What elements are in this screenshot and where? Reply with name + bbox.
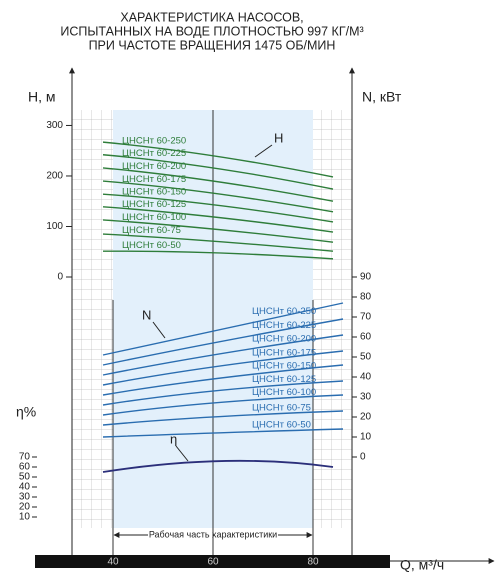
q-axis-bar bbox=[35, 555, 390, 568]
h-curve bbox=[102, 206, 334, 233]
n-curve bbox=[102, 334, 344, 376]
n-curve bbox=[102, 428, 344, 438]
eff-annotation: η bbox=[170, 431, 177, 446]
n-curve bbox=[102, 302, 344, 356]
n-curve-label: ЦНСНт 60-125 bbox=[252, 374, 316, 385]
h-curve-label: ЦНСНт 60-125 bbox=[122, 199, 186, 210]
h-curve bbox=[102, 154, 334, 190]
eff-axis-label: η% bbox=[16, 404, 36, 420]
n-curve-label: ЦНСНт 60-150 bbox=[252, 360, 316, 371]
h-curve bbox=[102, 180, 334, 213]
n-curve-label: ЦНСНт 60-250 bbox=[252, 306, 316, 317]
h-axis-label: H, м bbox=[28, 89, 56, 105]
h-curve-label: ЦНСНт 60-75 bbox=[122, 225, 181, 236]
n-annotation: N bbox=[142, 307, 151, 322]
n-tick-label: 30 bbox=[360, 392, 372, 403]
n-curve bbox=[102, 318, 344, 366]
eff-tick-label: 10 bbox=[19, 512, 31, 523]
n-leader bbox=[152, 321, 166, 339]
title: ИСПЫТАННЫХ НА ВОДЕ ПЛОТНОСТЬЮ 997 КГ/М³ bbox=[60, 24, 363, 38]
eff-tick-label: 40 bbox=[19, 482, 31, 493]
h-tick-label: 200 bbox=[46, 171, 63, 182]
eff-tick-label: 30 bbox=[19, 492, 31, 503]
n-tick-label: 0 bbox=[360, 452, 366, 463]
title: ПРИ ЧАСТОТЕ ВРАЩЕНИЯ 1475 ОБ/МИН bbox=[89, 38, 336, 52]
n-tick-label: 50 bbox=[360, 352, 372, 363]
n-curve-label: ЦНСНт 60-100 bbox=[252, 387, 316, 398]
n-curve-label: ЦНСНт 60-175 bbox=[252, 347, 316, 358]
eff-curve bbox=[102, 459, 334, 473]
n-curve bbox=[102, 380, 344, 406]
n-tick-label: 20 bbox=[360, 412, 372, 423]
n-tick-label: 70 bbox=[360, 312, 372, 323]
eff-tick-label: 20 bbox=[19, 502, 31, 513]
n-tick-label: 80 bbox=[360, 292, 372, 303]
h-curve-label: ЦНСНт 60-225 bbox=[122, 148, 186, 159]
h-leader bbox=[254, 144, 273, 158]
n-curve-label: ЦНСНт 60-75 bbox=[252, 402, 311, 413]
n-curve bbox=[102, 410, 344, 426]
h-tick-label: 0 bbox=[57, 272, 63, 283]
h-annotation: H bbox=[274, 130, 283, 145]
n-curve-label: ЦНСНт 60-50 bbox=[252, 420, 311, 431]
n-tick-label: 40 bbox=[360, 372, 372, 383]
eff-tick-label: 70 bbox=[19, 452, 31, 463]
n-tick-label: 60 bbox=[360, 332, 372, 343]
h-curve bbox=[102, 233, 334, 252]
h-tick-label: 300 bbox=[46, 120, 63, 131]
q-tick-label: 80 bbox=[307, 557, 319, 568]
q-tick-label: 60 bbox=[207, 557, 219, 568]
title: ХАРАКТЕРИСТИКА НАСОСОВ, bbox=[120, 10, 303, 24]
n-tick-label: 10 bbox=[360, 432, 372, 443]
n-curve-label: ЦНСНт 60-225 bbox=[252, 320, 316, 331]
q-axis-label: Q, м³/ч bbox=[400, 557, 444, 573]
h-curve-label: ЦНСНт 60-50 bbox=[122, 240, 181, 251]
h-curve-label: ЦНСНт 60-100 bbox=[122, 212, 186, 223]
h-curve bbox=[102, 250, 334, 260]
h-curve-label: ЦНСНт 60-250 bbox=[122, 136, 186, 147]
h-curve-label: ЦНСНт 60-200 bbox=[122, 161, 186, 172]
h-curve bbox=[102, 219, 334, 243]
eff-tick-label: 60 bbox=[19, 462, 31, 473]
n-tick-label: 90 bbox=[360, 272, 372, 283]
eff-leader bbox=[175, 445, 189, 462]
n-curve bbox=[102, 350, 344, 386]
n-axis-label: N, кВт bbox=[362, 89, 402, 105]
h-curve bbox=[102, 141, 334, 178]
h-tick-label: 100 bbox=[46, 221, 63, 232]
h-curve bbox=[102, 167, 334, 202]
q-tick-label: 40 bbox=[107, 557, 119, 568]
eff-tick-label: 50 bbox=[19, 472, 31, 483]
h-curve-label: ЦНСНт 60-150 bbox=[122, 186, 186, 197]
n-curve bbox=[102, 394, 344, 416]
h-curve bbox=[102, 193, 334, 223]
n-curve-label: ЦНСНт 60-200 bbox=[252, 334, 316, 345]
n-curve bbox=[102, 364, 344, 396]
h-curve-label: ЦНСНт 60-175 bbox=[122, 174, 186, 185]
